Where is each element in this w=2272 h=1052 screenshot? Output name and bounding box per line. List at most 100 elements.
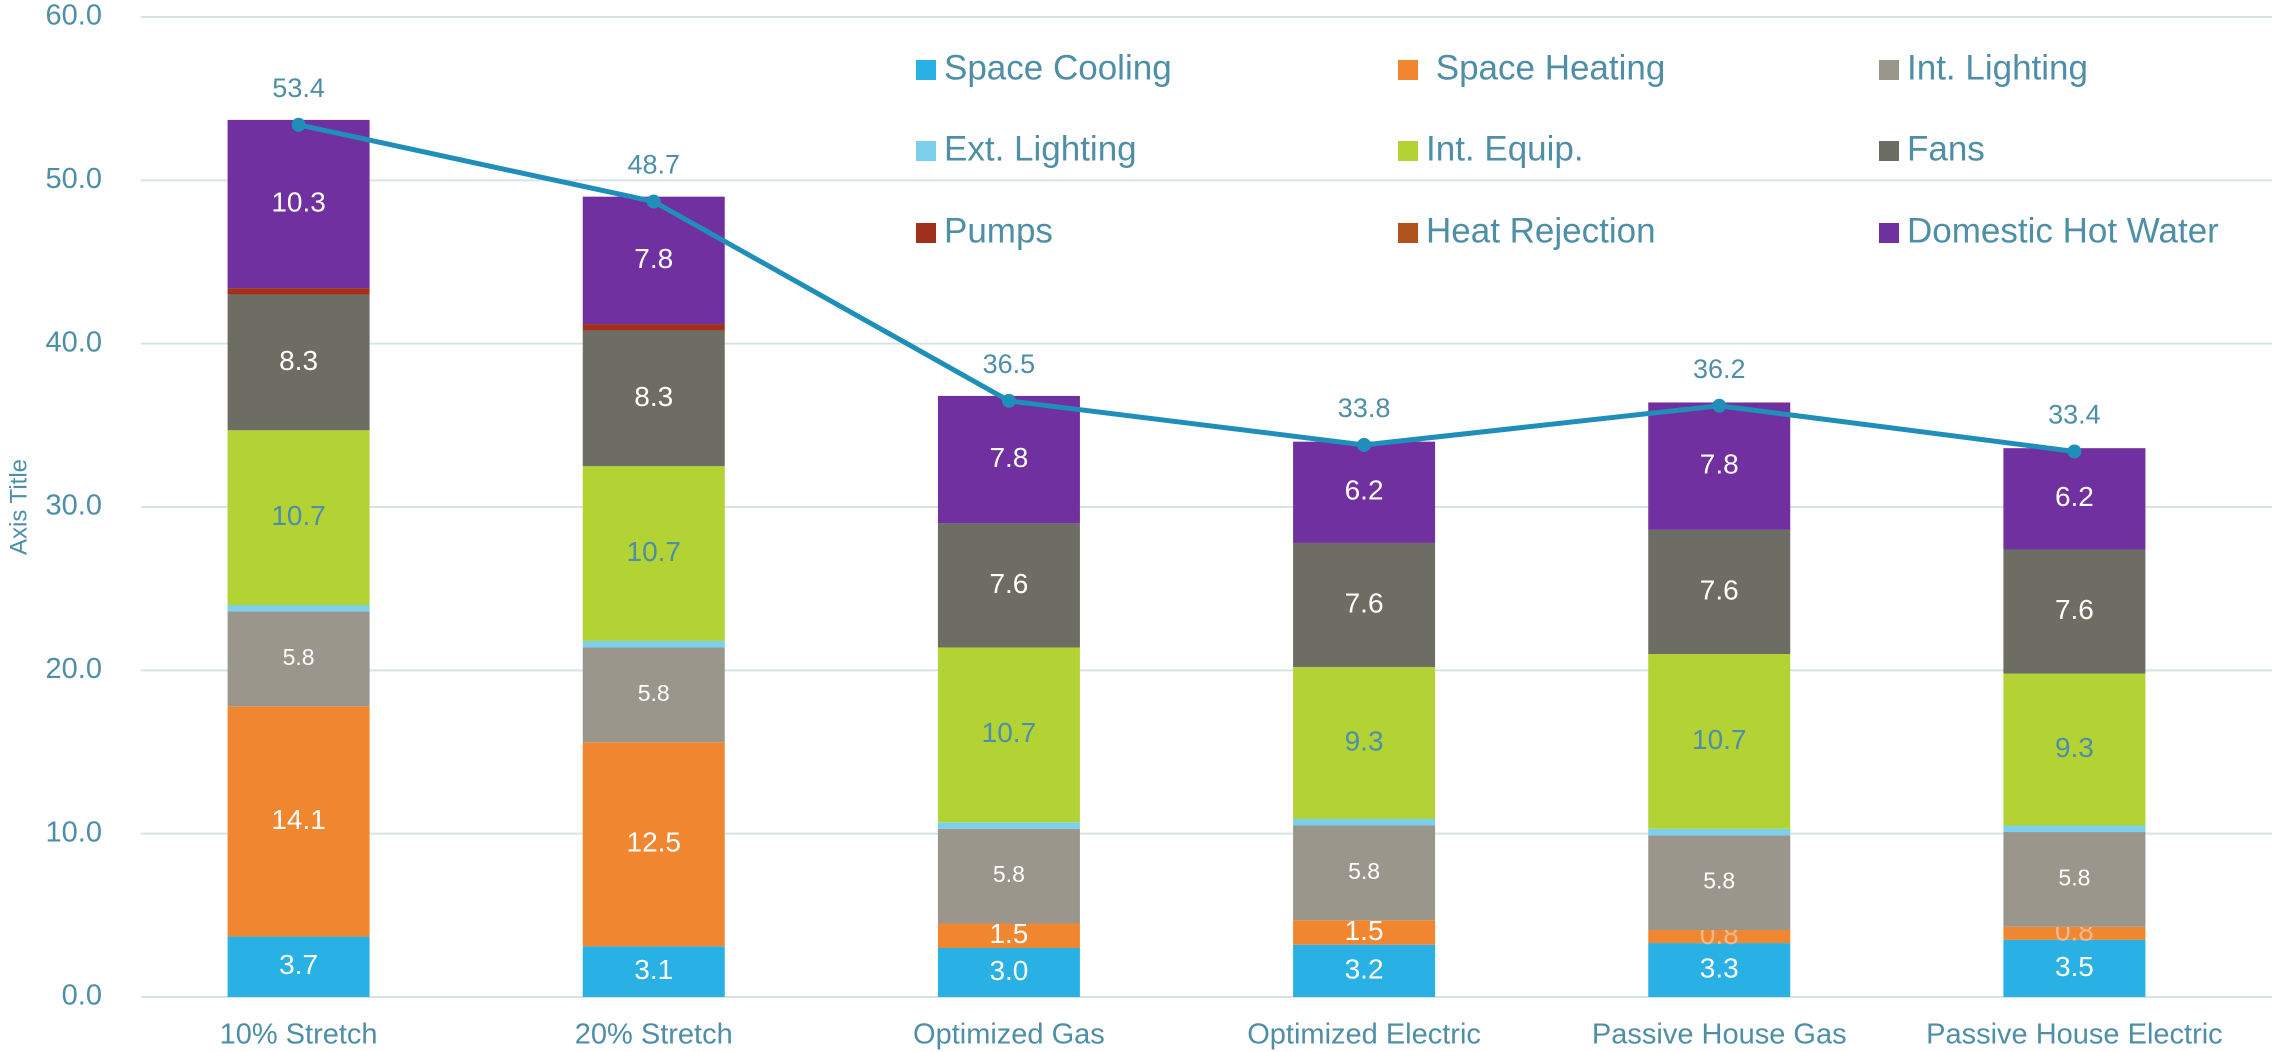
bar-segment bbox=[1648, 654, 1791, 829]
y-tick-label: 40.0 bbox=[46, 326, 102, 358]
bar-segment bbox=[937, 395, 1080, 524]
data-label: 5.8 bbox=[993, 861, 1025, 887]
bar-segment bbox=[227, 605, 370, 612]
bar-segment bbox=[2003, 926, 2146, 940]
bar-segment bbox=[227, 430, 370, 605]
legend-swatch bbox=[1398, 60, 1418, 80]
data-label: 14.1 bbox=[271, 804, 326, 835]
total-marker bbox=[646, 194, 661, 209]
bar-segment bbox=[937, 923, 1080, 948]
bar-segment bbox=[2003, 832, 2146, 927]
data-label: 10.7 bbox=[982, 717, 1037, 748]
x-tick-label: 20% Stretch bbox=[575, 1019, 733, 1051]
bar-segment bbox=[937, 822, 1080, 829]
data-label: 9.3 bbox=[2055, 732, 2094, 763]
data-label: 6.2 bbox=[1345, 475, 1384, 506]
bar-segment bbox=[582, 640, 725, 648]
data-label: 7.8 bbox=[1700, 449, 1739, 480]
data-label: 10.7 bbox=[627, 536, 682, 567]
bar-segment bbox=[1293, 441, 1436, 543]
bar-segment bbox=[227, 936, 370, 997]
data-label: 8.3 bbox=[634, 381, 673, 412]
bar-segment bbox=[1293, 920, 1436, 945]
bar-segment bbox=[1293, 542, 1436, 668]
data-label: 12.5 bbox=[627, 827, 682, 858]
total-marker bbox=[2067, 444, 2082, 459]
data-label: 10.7 bbox=[1692, 724, 1747, 755]
legend-label: Pumps bbox=[944, 211, 1053, 250]
total-marker bbox=[1712, 398, 1727, 413]
legend-label: Int. Equip. bbox=[1426, 129, 1584, 168]
total-label: 36.2 bbox=[1693, 354, 1746, 384]
total-marker bbox=[1357, 437, 1372, 452]
total-label: 33.8 bbox=[1338, 393, 1391, 423]
x-tick-label: Optimized Gas bbox=[913, 1019, 1105, 1051]
data-label: 7.8 bbox=[634, 243, 673, 274]
bar-segment bbox=[582, 196, 725, 325]
y-tick-label: 60.0 bbox=[46, 0, 102, 32]
bar-segment bbox=[937, 828, 1080, 924]
data-label: 8.3 bbox=[279, 345, 318, 376]
total-label: 48.7 bbox=[627, 150, 680, 180]
bar-segment bbox=[937, 948, 1080, 997]
bar-segment bbox=[227, 294, 370, 431]
total-label: 53.4 bbox=[272, 73, 325, 103]
legend-label: Space Heating bbox=[1426, 48, 1665, 87]
bar-segment bbox=[2003, 825, 2146, 833]
data-label: 3.7 bbox=[279, 949, 318, 980]
data-label: 7.6 bbox=[989, 568, 1028, 599]
bar-segment bbox=[582, 742, 725, 947]
total-line bbox=[298, 122, 2075, 454]
bar-segment bbox=[582, 330, 725, 467]
bar-segment bbox=[2003, 448, 2146, 550]
legend-label: Int. Lighting bbox=[1907, 48, 2088, 87]
data-label: 5.8 bbox=[638, 680, 670, 706]
bar-segment bbox=[227, 611, 370, 707]
bar-segment bbox=[582, 324, 725, 331]
bar-segment bbox=[1648, 828, 1791, 836]
data-label: 9.3 bbox=[1345, 725, 1384, 756]
bar-segment bbox=[1648, 930, 1791, 944]
bar-segment bbox=[227, 288, 370, 295]
y-tick-label: 20.0 bbox=[46, 653, 102, 685]
bar-segment bbox=[1648, 835, 1791, 931]
legend-swatch bbox=[916, 60, 936, 80]
data-label: 3.1 bbox=[634, 954, 673, 985]
bar-segment bbox=[1293, 944, 1436, 997]
data-label: 5.8 bbox=[283, 644, 315, 670]
total-marker bbox=[291, 117, 306, 132]
bar-segment bbox=[1648, 943, 1791, 997]
x-tick-label: Optimized Electric bbox=[1247, 1019, 1481, 1051]
data-label: 3.5 bbox=[2055, 951, 2094, 982]
bar-segment bbox=[1293, 825, 1436, 921]
data-label: 5.8 bbox=[1348, 858, 1380, 884]
y-tick-label: 30.0 bbox=[46, 490, 102, 522]
x-tick-label: Passive House Electric bbox=[1926, 1019, 2223, 1051]
data-label: 3.3 bbox=[1700, 952, 1739, 983]
legend-label: Heat Rejection bbox=[1426, 211, 1656, 250]
legend-label: Space Cooling bbox=[944, 48, 1172, 87]
legend-swatch bbox=[1398, 223, 1418, 243]
bar-segment bbox=[1648, 529, 1791, 654]
data-label: 10.7 bbox=[271, 500, 326, 531]
bar-segment bbox=[1648, 402, 1791, 530]
data-label: 6.2 bbox=[2055, 481, 2094, 512]
legend-swatch bbox=[1879, 141, 1899, 161]
total-label: 33.4 bbox=[2048, 400, 2101, 430]
data-label: 10.3 bbox=[271, 186, 326, 217]
total-marker bbox=[1001, 393, 1016, 408]
data-label: 5.8 bbox=[1703, 868, 1735, 894]
legend-swatch bbox=[1398, 141, 1418, 161]
legend-label: Ext. Lighting bbox=[944, 129, 1137, 168]
y-tick-label: 50.0 bbox=[46, 163, 102, 195]
bar-segment bbox=[1293, 818, 1436, 826]
y-axis-title: Axis Title bbox=[5, 459, 32, 555]
data-label: 3.0 bbox=[989, 955, 1028, 986]
y-tick-label: 10.0 bbox=[46, 816, 102, 848]
legend-label: Fans bbox=[1907, 129, 1985, 168]
bar-segment bbox=[582, 946, 725, 997]
bar-segment bbox=[2003, 549, 2146, 674]
data-label: 7.6 bbox=[2055, 594, 2094, 625]
legend-swatch bbox=[1879, 60, 1899, 80]
